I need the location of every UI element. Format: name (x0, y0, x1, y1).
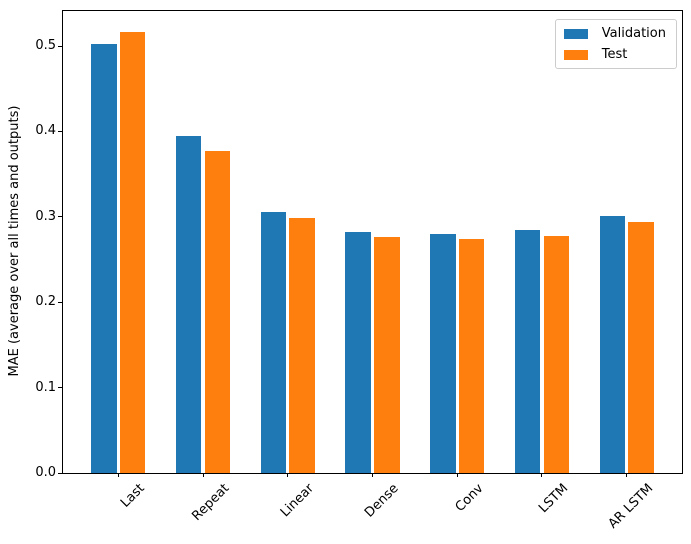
y-tick-label: 0.2 (35, 294, 56, 310)
legend-item-test: Test (563, 47, 666, 62)
x-tick-label-ar-lstm: AR LSTM (605, 481, 657, 532)
x-tick-label-repeat: Repeat (189, 481, 233, 524)
y-tick-mark (58, 301, 62, 303)
legend-label-validation: Validation (601, 26, 666, 41)
x-tick-label-last: Last (118, 481, 148, 511)
y-tick-label: 0.1 (35, 379, 56, 395)
y-tick-label: 0.5 (35, 38, 56, 53)
y-tick-mark (58, 387, 62, 389)
x-tick-mark (287, 473, 289, 477)
bar-test-conv (458, 239, 485, 473)
y-tick-mark (58, 216, 62, 218)
bar-test-last (119, 32, 146, 473)
y-tick-label: 0.0 (35, 465, 56, 480)
y-tick-label: 0.4 (35, 123, 56, 139)
y-tick-mark (58, 472, 62, 474)
x-tick-mark (456, 473, 458, 477)
bar-validation-ar-lstm (599, 215, 626, 473)
bar-test-linear (289, 217, 315, 473)
bar-validation-repeat (175, 135, 202, 473)
bar-validation-last (91, 44, 117, 473)
bar-test-dense (374, 237, 400, 473)
x-tick-mark (202, 473, 204, 477)
x-tick-mark (117, 473, 119, 477)
bar-validation-lstm (514, 229, 541, 473)
x-tick-label-conv: Conv (452, 481, 487, 515)
y-tick-mark (58, 130, 62, 132)
legend-label-test: Test (601, 47, 628, 62)
bar-validation-dense (345, 232, 371, 473)
x-tick-label-linear: Linear (278, 481, 318, 521)
bar-test-ar-lstm (628, 221, 654, 473)
y-tick-label: 0.3 (35, 208, 56, 224)
validation-series-swatch (563, 28, 588, 39)
bar-test-repeat (204, 151, 231, 473)
bar-validation-linear (260, 211, 287, 473)
test-series-swatch (563, 49, 588, 60)
x-tick-mark (626, 473, 628, 477)
x-tick-mark (541, 473, 543, 477)
x-tick-label-lstm: LSTM (536, 481, 572, 517)
x-tick-label-dense: Dense (362, 481, 403, 521)
legend-item-validation: Validation (563, 26, 666, 41)
legend: Validation Test (554, 19, 677, 69)
y-tick-mark (58, 45, 62, 47)
bar-validation-conv (430, 233, 456, 473)
x-tick-mark (372, 473, 373, 477)
bar-test-lstm (543, 235, 570, 473)
plot-area: 0.0 0.1 0.2 0.3 0.4 0.5 Last Repeat Linear Dense… (35, 10, 683, 532)
